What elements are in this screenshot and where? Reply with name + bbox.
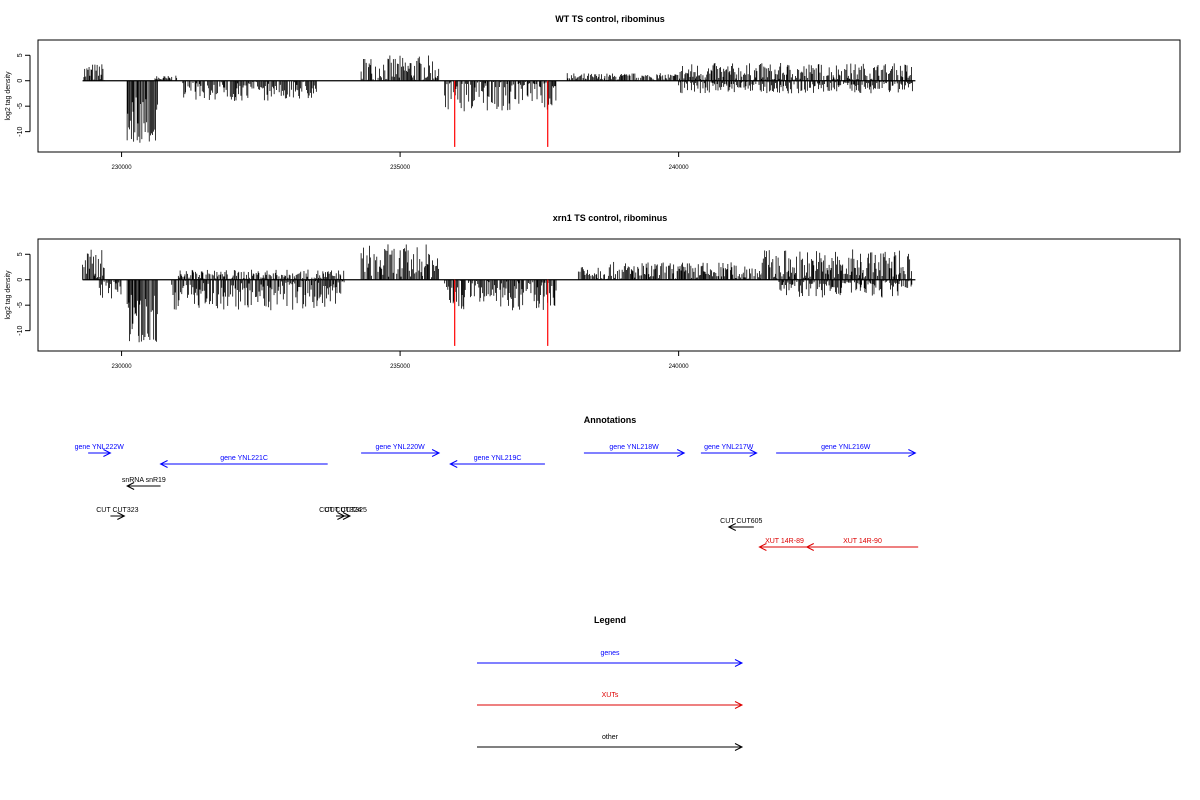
- plot-frame: [37, 238, 1181, 352]
- legend-entry-other: other: [477, 734, 744, 751]
- feature-snrna-snr19: snRNA snR19: [122, 477, 166, 490]
- feature-gene-ynl220w: gene YNL220W: [361, 444, 441, 457]
- feature-arrow-head: [103, 449, 112, 457]
- plot-frame: [37, 39, 1181, 153]
- x-tick-label: 240000: [669, 165, 690, 171]
- feature-label: gene YNL219C: [474, 455, 522, 462]
- coverage-panel-1: WT TS control, ribominus -10 -5 0 5 log2 tag …: [5, 14, 1181, 171]
- feature-label: gene YNL218W: [609, 444, 659, 451]
- x-tick-label: 235000: [390, 364, 411, 370]
- y-tick-label: 0: [17, 278, 24, 282]
- legend: Legend genes XUTs other: [477, 615, 744, 751]
- feature-cut-cut325: CUT CUT325: [325, 507, 367, 520]
- panel-title: WT TS control, ribominus: [555, 14, 665, 24]
- feature-label: snRNA snR19: [122, 477, 166, 484]
- y-tick-label: 0: [17, 79, 24, 83]
- legend-label: XUTs: [602, 692, 619, 699]
- x-tick-label: 240000: [669, 364, 690, 370]
- feature-label: CUT CUT324: [319, 507, 361, 514]
- y-tick-label: -10: [17, 126, 24, 136]
- coverage-bars: [82, 55, 913, 143]
- legend-label: other: [602, 734, 619, 741]
- y-tick-label: -5: [17, 103, 24, 109]
- panel-title: xrn1 TS control, ribominus: [553, 213, 668, 223]
- legend-label: genes: [600, 650, 620, 657]
- feature-label: XUT 14R-90: [843, 538, 882, 545]
- annotation-track: Annotations gene YNL222W gene YNL221C gene…: [75, 415, 919, 551]
- feature-arrow-head: [727, 523, 736, 531]
- feature-arrow-head: [676, 449, 686, 457]
- legend-entry-xuts: XUTs: [477, 692, 744, 709]
- feature-arrow-head: [431, 449, 441, 457]
- legend-title: Legend: [594, 615, 626, 625]
- feature-label: CUT CUT323: [96, 507, 138, 514]
- feature-arrow-head: [749, 449, 758, 457]
- feature-label: CUT CUT325: [325, 507, 367, 514]
- y-tick-label: -10: [17, 325, 24, 335]
- feature-xut-14r-90: XUT 14R-90: [805, 538, 919, 551]
- feature-arrow-head: [449, 460, 458, 468]
- feature-gene-ynl219c: gene YNL219C: [449, 455, 545, 468]
- coverage-panels: WT TS control, ribominus -10 -5 0 5 log2 tag …: [5, 14, 1181, 370]
- feature-arrow-head: [126, 482, 135, 490]
- feature-label: gene YNL220W: [375, 444, 425, 451]
- y-axis-label: log2 tag density: [5, 71, 12, 121]
- feature-label: XUT 14R-89: [765, 538, 804, 545]
- feature-label: gene YNL216W: [821, 444, 871, 451]
- feature-gene-ynl221c: gene YNL221C: [159, 455, 328, 468]
- feature-arrow-head: [805, 543, 814, 551]
- feature-gene-ynl218w: gene YNL218W: [583, 444, 686, 457]
- x-tick-label: 230000: [112, 165, 133, 171]
- x-tick-label: 230000: [112, 364, 133, 370]
- coverage-panel-2: xrn1 TS control, ribominus -10 -5 0 5 log2 ta…: [5, 213, 1181, 370]
- feature-label: gene YNL217W: [704, 444, 754, 451]
- legend-arrow-head: [734, 743, 744, 751]
- y-tick-label: 5: [17, 252, 24, 256]
- feature-arrow-head: [758, 543, 767, 551]
- x-tick-label: 235000: [390, 165, 411, 171]
- feature-arrow-head: [159, 460, 168, 468]
- y-tick-label: 5: [17, 53, 24, 57]
- legend-entry-genes: genes: [477, 650, 744, 667]
- feature-arrow-head: [342, 512, 352, 520]
- legend-arrow-head: [734, 659, 744, 667]
- feature-gene-ynl222w: gene YNL222W: [75, 444, 125, 457]
- y-axis-label: log2 tag density: [5, 270, 12, 320]
- feature-label: gene YNL221C: [220, 455, 268, 462]
- y-tick-label: -5: [17, 302, 24, 308]
- feature-gene-ynl217w: gene YNL217W: [700, 444, 758, 457]
- feature-xut-14r-89: XUT 14R-89: [758, 538, 810, 551]
- feature-cut-cut605: CUT CUT605: [720, 518, 763, 531]
- legend-arrow-head: [734, 701, 744, 709]
- feature-arrow-head: [908, 449, 917, 457]
- annotations-title: Annotations: [584, 415, 637, 425]
- feature-arrow-head: [117, 512, 126, 520]
- feature-gene-ynl216w: gene YNL216W: [776, 444, 917, 457]
- feature-label: CUT CUT605: [720, 518, 762, 525]
- feature-cut-cut323: CUT CUT323: [96, 507, 139, 520]
- coverage-bars: [82, 244, 913, 343]
- feature-label: gene YNL222W: [75, 444, 125, 451]
